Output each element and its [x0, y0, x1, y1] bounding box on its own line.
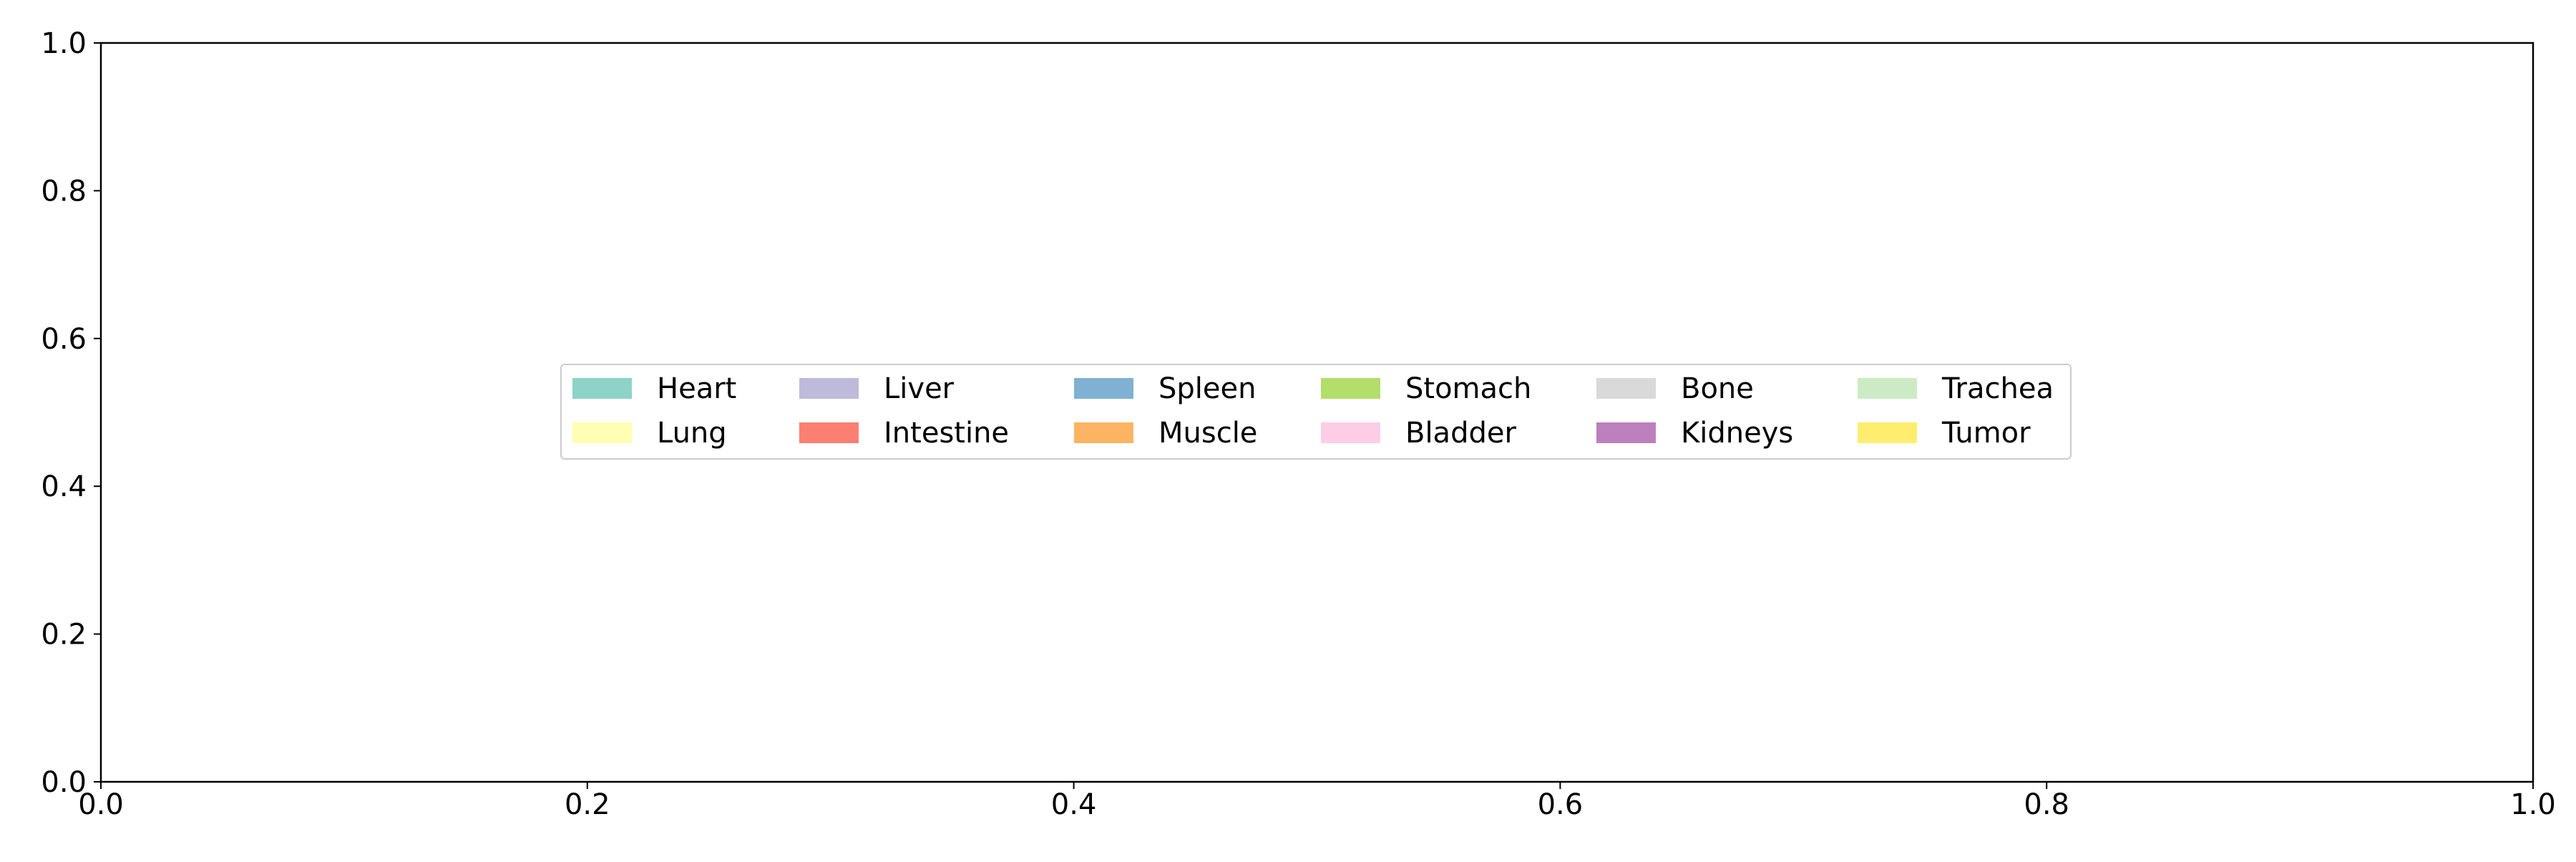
x-tick-label: 1.0: [2510, 788, 2556, 821]
x-tick-label: 0.2: [565, 788, 610, 821]
legend: Heart Lung Liver Intestine Spleen Muscle Stoma…: [560, 364, 2072, 460]
x-axis: 0.0 0.2 0.4 0.6 0.8 1.0: [78, 782, 2556, 821]
legend-label-tumor: Tumor: [1941, 417, 2031, 450]
legend-frame: [560, 364, 2072, 460]
x-tick-label: 0.8: [2024, 788, 2069, 821]
legend-label-stomach: Stomach: [1405, 372, 1531, 405]
legend-swatch-tumor: [1858, 422, 1917, 443]
legend-label-bladder: Bladder: [1405, 417, 1516, 450]
legend-swatch-bone: [1596, 378, 1656, 399]
legend-swatch-heart: [572, 378, 632, 399]
legend-label-muscle: Muscle: [1158, 417, 1257, 450]
y-tick-label: 1.0: [41, 27, 87, 60]
legend-label-lung: Lung: [657, 417, 727, 450]
y-tick-label: 0.6: [41, 323, 87, 356]
y-tick-label: 0.4: [41, 470, 87, 503]
plot-frame: [99, 42, 2534, 783]
x-tick-label: 0.6: [1538, 788, 1584, 821]
y-axis: 0.0 0.2 0.4 0.6 0.8 1.0: [41, 27, 101, 799]
y-tick-label: 0.0: [41, 766, 87, 799]
legend-label-spleen: Spleen: [1158, 372, 1256, 405]
legend-label-liver: Liver: [884, 372, 955, 405]
legend-label-bone: Bone: [1681, 372, 1754, 405]
x-tick-label: 0.4: [1051, 788, 1097, 821]
legend-label-kidneys: Kidneys: [1681, 417, 1793, 450]
legend-swatch-intestine: [799, 422, 859, 443]
x-tick-label: 0.0: [78, 788, 124, 821]
legend-swatch-kidneys: [1596, 422, 1656, 443]
legend-swatch-liver: [799, 378, 859, 399]
legend-label-trachea: Trachea: [1941, 372, 2054, 405]
y-tick-label: 0.2: [41, 619, 87, 652]
legend-swatch-lung: [572, 422, 632, 443]
legend-swatch-spleen: [1074, 378, 1133, 399]
legend-swatch-muscle: [1074, 422, 1133, 443]
legend-label-intestine: Intestine: [884, 417, 1009, 450]
legend-label-heart: Heart: [657, 372, 736, 405]
legend-swatch-trachea: [1858, 378, 1917, 399]
y-tick-label: 0.8: [41, 175, 87, 208]
legend-swatch-bladder: [1321, 422, 1380, 443]
legend-swatch-stomach: [1321, 378, 1380, 399]
